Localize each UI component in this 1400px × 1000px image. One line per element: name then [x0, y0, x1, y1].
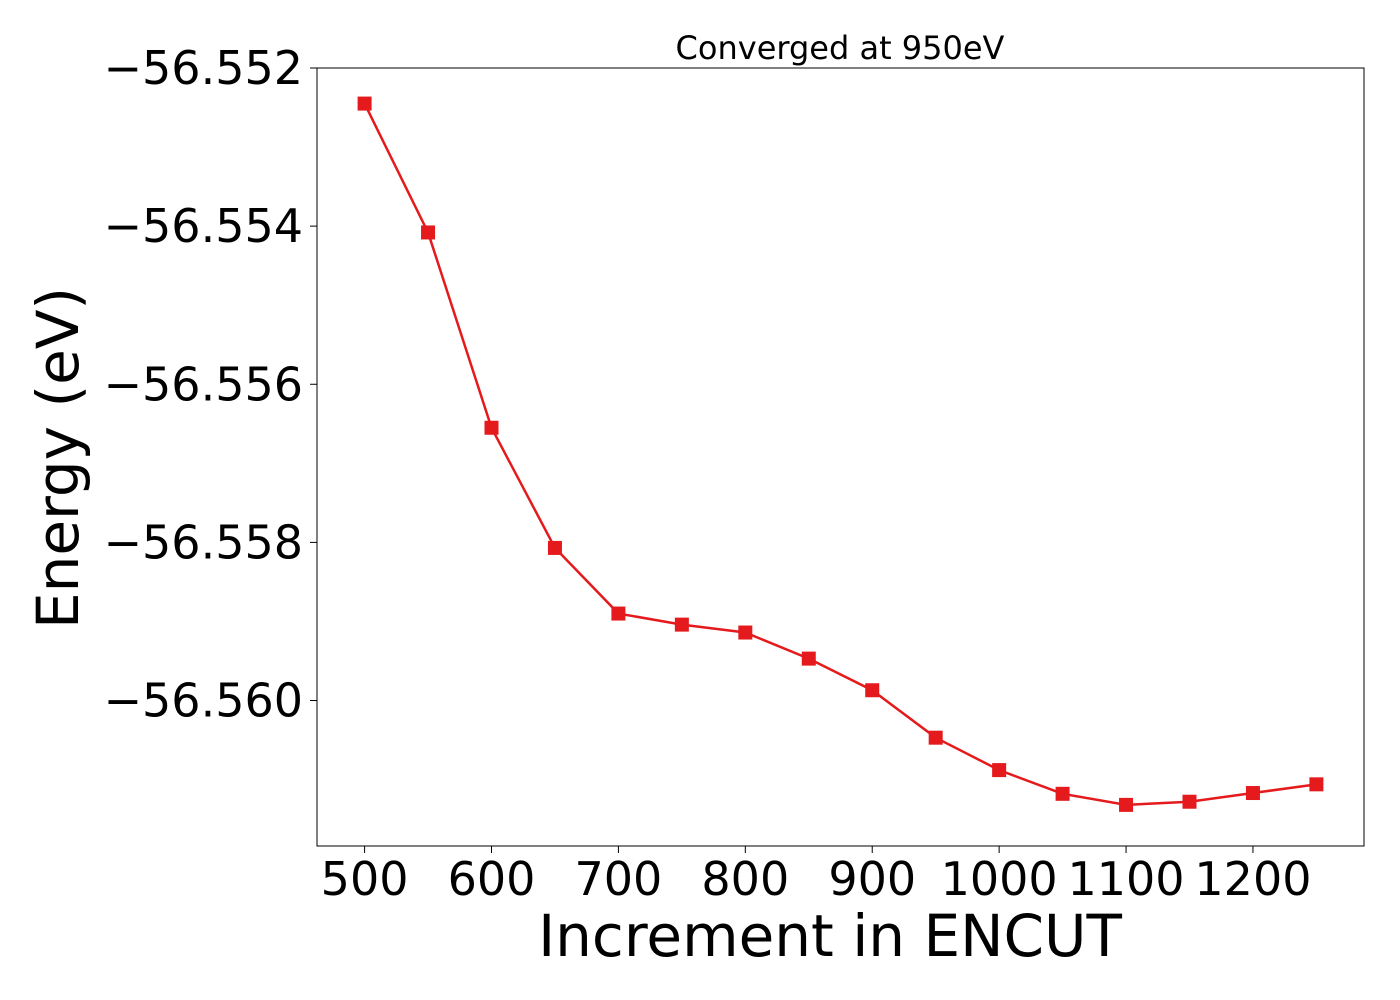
data-point-marker — [547, 540, 562, 555]
data-point-marker — [1119, 797, 1134, 812]
y-axis-label: Energy (eV) — [24, 287, 92, 629]
series-layer — [357, 96, 1324, 812]
x-tick-label: 800 — [701, 852, 789, 906]
data-point-marker — [738, 625, 753, 640]
x-tick-label: 700 — [575, 852, 663, 906]
chart-title: Converged at 950eV — [676, 29, 1005, 67]
y-tick-label: −56.552 — [104, 41, 304, 95]
data-point-marker — [1055, 786, 1070, 801]
y-tick-label: −56.556 — [104, 357, 304, 411]
x-axis-label: Increment in ENCUT — [538, 902, 1122, 970]
data-point-marker — [865, 683, 880, 698]
x-tick-label: 1000 — [941, 852, 1058, 906]
x-tick-label: 600 — [448, 852, 536, 906]
series-line — [363, 103, 1317, 807]
data-point-marker — [928, 730, 943, 745]
data-point-marker — [611, 606, 626, 621]
data-point-marker — [674, 617, 689, 632]
x-axis-ticks: 500 600 700 800 900 1000 1100 1200 — [321, 846, 1311, 906]
data-point-marker — [1182, 794, 1197, 809]
y-tick-label: −56.560 — [104, 674, 304, 728]
y-axis-ticks: −56.552 −56.554 −56.556 −56.558 −56.560 — [104, 41, 317, 728]
data-point-marker — [992, 763, 1007, 778]
y-tick-label: −56.558 — [104, 515, 304, 569]
data-point-marker — [357, 96, 372, 111]
data-point-marker — [484, 420, 499, 435]
x-tick-label: 900 — [828, 852, 916, 906]
data-point-marker — [1309, 777, 1324, 792]
plot-frame — [316, 67, 1365, 847]
data-point-marker — [801, 651, 816, 666]
data-point-marker — [1245, 786, 1260, 801]
y-tick-label: −56.554 — [104, 199, 304, 253]
x-tick-label: 1200 — [1194, 852, 1311, 906]
x-tick-label: 1100 — [1068, 852, 1185, 906]
x-tick-label: 500 — [321, 852, 409, 906]
data-point-marker — [421, 225, 436, 240]
